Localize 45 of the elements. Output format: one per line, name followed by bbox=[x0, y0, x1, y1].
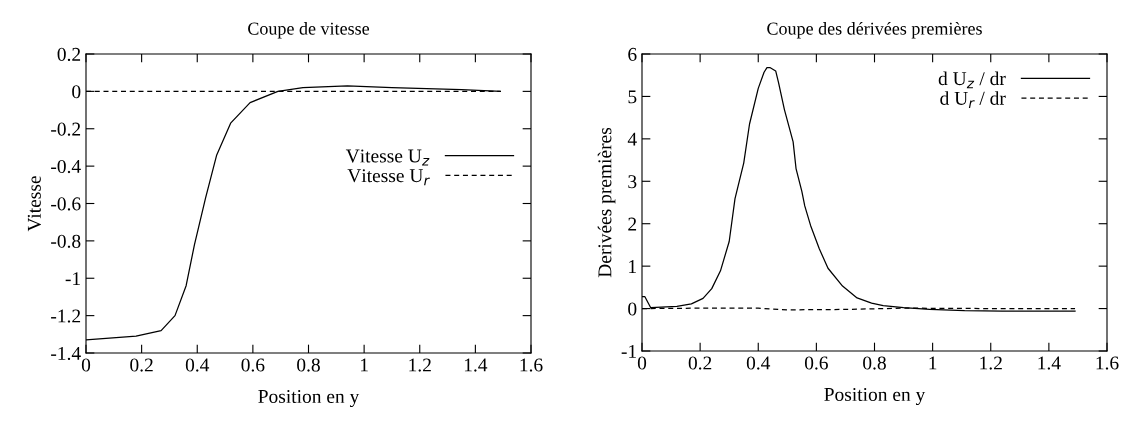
x-tick-label: 0.8 bbox=[297, 358, 320, 372]
x-tick-label: 1 bbox=[360, 358, 368, 372]
x-tick-label: 1 bbox=[929, 356, 937, 370]
y-tick-label: -0.8 bbox=[51, 234, 81, 248]
y-tick-label: 0.2 bbox=[57, 47, 81, 62]
y-tick-label: 6 bbox=[628, 47, 637, 61]
x-tick-label: 1.2 bbox=[409, 358, 431, 372]
x-tick-label: 0 bbox=[637, 356, 647, 370]
x-tick-label: 0 bbox=[81, 358, 91, 372]
legend-label: Vitesse U$_{z}$ bbox=[345, 149, 430, 166]
chart-title: Coupe de vitesse bbox=[248, 22, 370, 39]
x-tick-label: 1.4 bbox=[464, 358, 488, 372]
y-axis-title: Derivées premières bbox=[597, 127, 616, 278]
x-axis-title: Position en y bbox=[258, 389, 360, 408]
x-tick-label: 0.8 bbox=[863, 356, 886, 370]
y-tick-label: -1 bbox=[621, 344, 636, 358]
y-axis-title: Vitesse bbox=[27, 176, 41, 232]
y-tick-label: 4 bbox=[627, 132, 637, 146]
x-tick-label: 0.2 bbox=[130, 358, 153, 372]
y-tick-label: 2 bbox=[628, 217, 637, 231]
y-tick-label: 0 bbox=[628, 302, 637, 316]
x-tick-label: 1.6 bbox=[1096, 356, 1119, 370]
x-tick-label: 1.2 bbox=[980, 356, 1002, 370]
legend-label: d U$_{z}$ / dr bbox=[938, 71, 1006, 89]
legend-label: Vitesse U$_{r}$ bbox=[347, 169, 430, 186]
x-tick-label: 1.4 bbox=[1038, 356, 1061, 370]
x-axis-title: Position en y bbox=[824, 387, 926, 406]
y-tick-label: -0.6 bbox=[51, 197, 81, 211]
y-tick-label: 1 bbox=[629, 260, 636, 273]
x-tick-label: 0.6 bbox=[804, 356, 828, 370]
legend-label: d U$_{r}$ / dr bbox=[940, 91, 1006, 108]
chart-title: Coupe des dérivées premières bbox=[767, 22, 982, 39]
y-tick-label: 5 bbox=[628, 90, 637, 104]
y-tick-label: -1.2 bbox=[51, 309, 81, 323]
x-tick-label: 0.4 bbox=[185, 358, 210, 372]
y-tick-label: 3 bbox=[628, 175, 637, 189]
x-tick-label: 1.6 bbox=[520, 358, 543, 372]
x-tick-label: 0.4 bbox=[746, 356, 771, 370]
x-tick-label: 0.2 bbox=[688, 356, 712, 370]
y-tick-label: -1 bbox=[65, 272, 80, 285]
y-tick-label: 0 bbox=[72, 85, 81, 99]
y-tick-label: -0.4 bbox=[51, 159, 81, 174]
y-tick-label: -1.4 bbox=[51, 346, 81, 361]
x-tick-label: 0.6 bbox=[241, 358, 265, 372]
y-tick-label: -0.2 bbox=[51, 122, 81, 136]
